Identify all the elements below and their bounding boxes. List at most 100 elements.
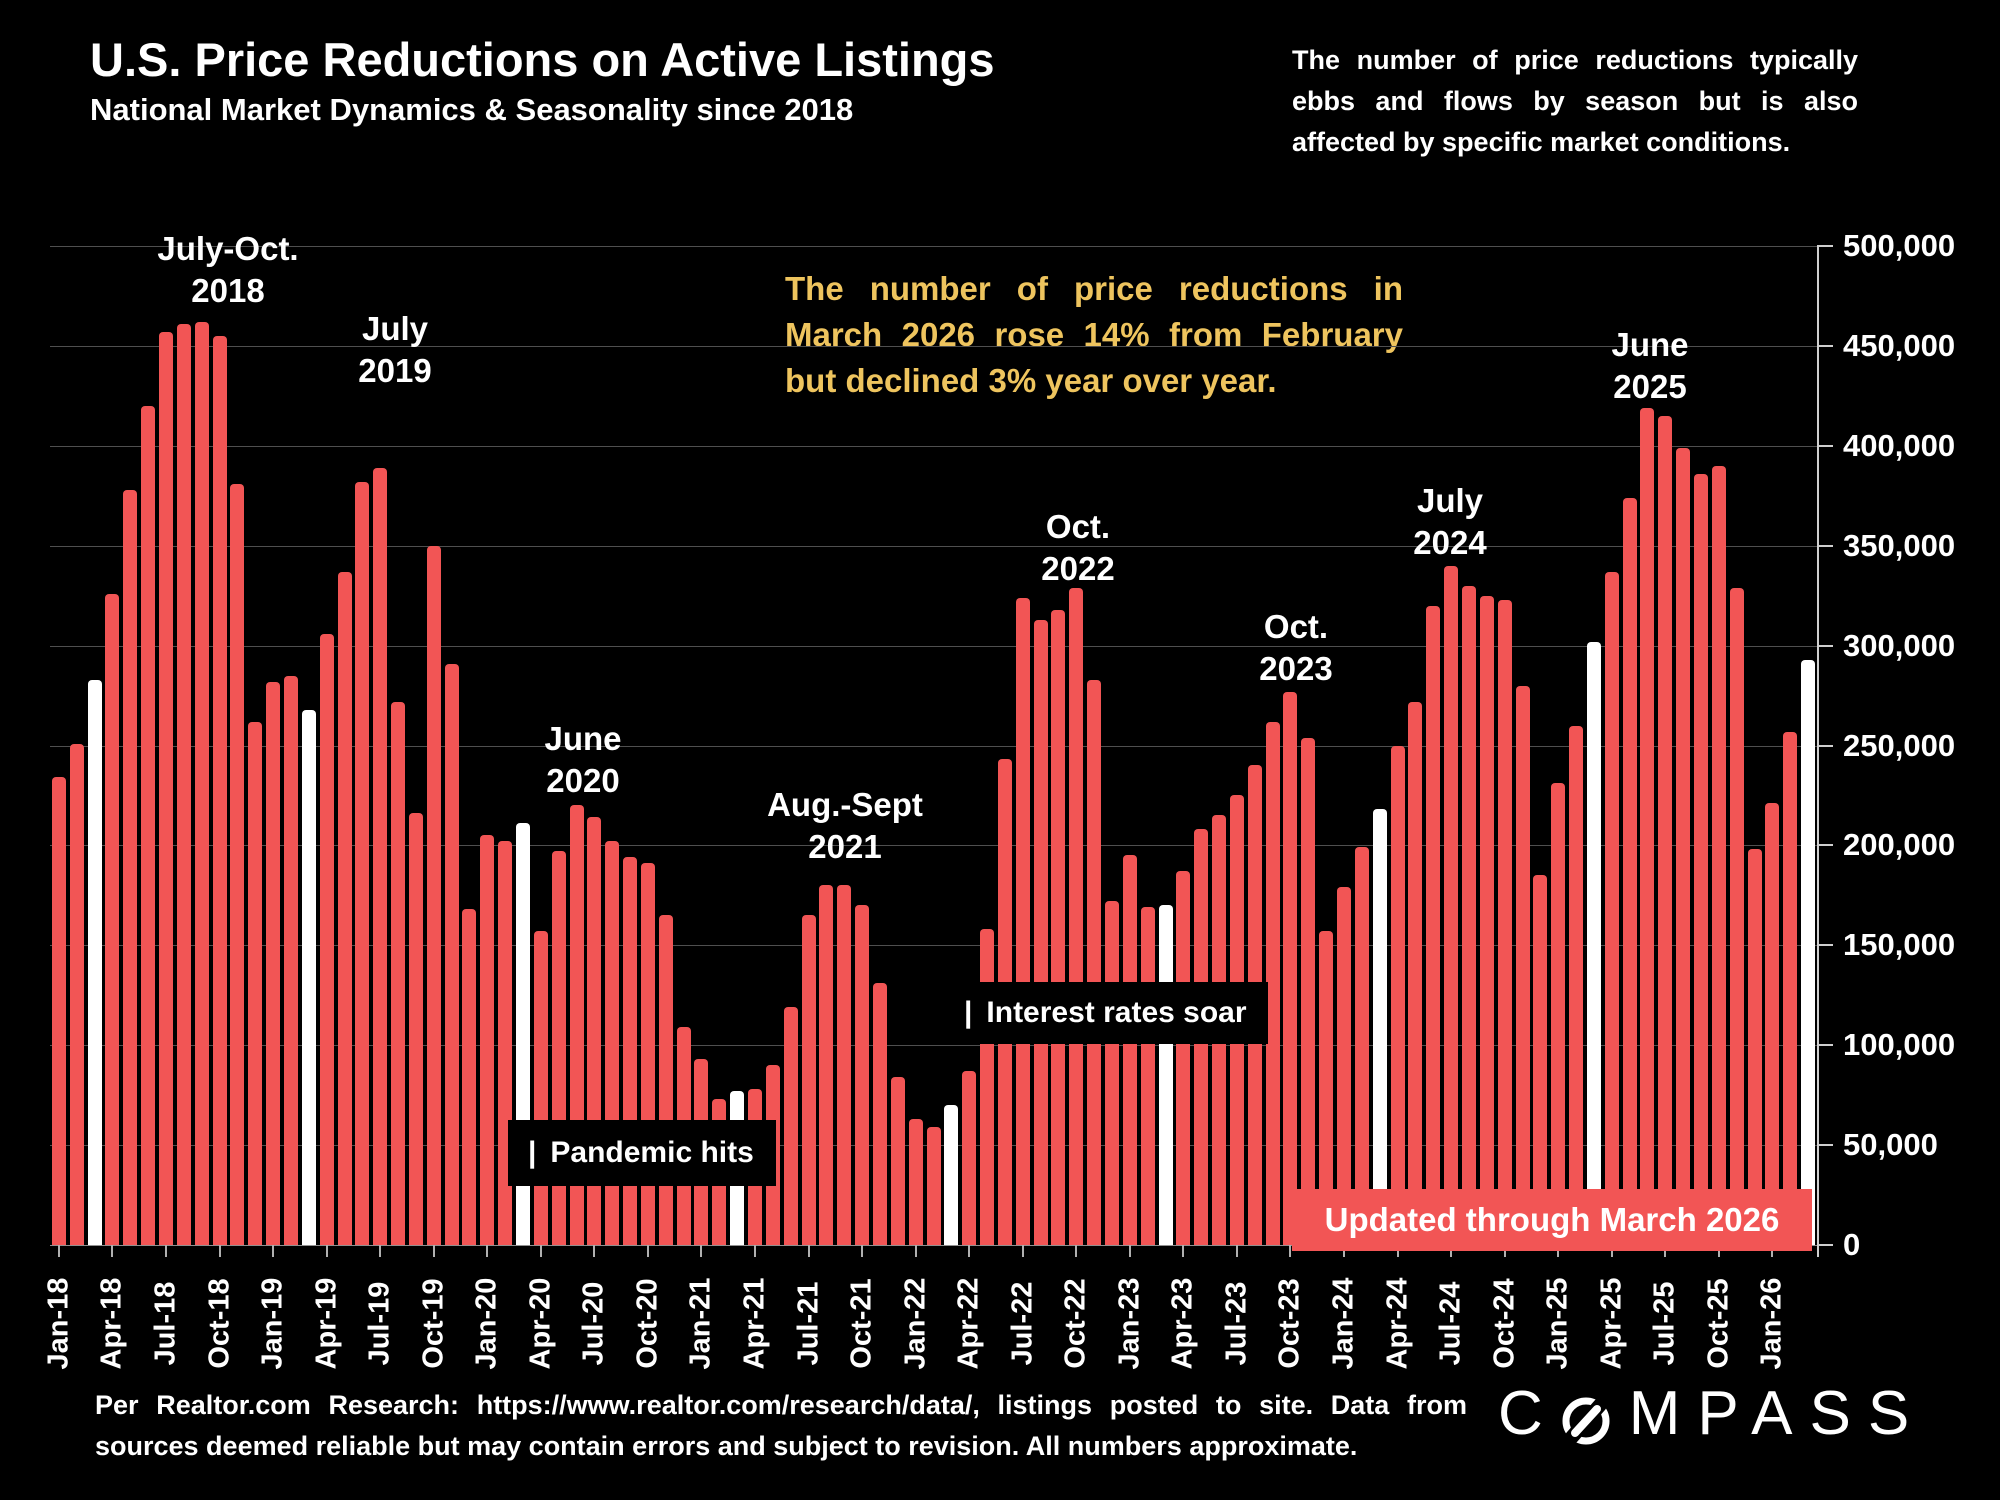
y-axis-tick [1817, 844, 1833, 847]
source-footnote: Per Realtor.com Research: https://www.re… [95, 1385, 1467, 1467]
y-axis-label: 100,000 [1843, 1027, 1956, 1063]
page-subtitle: National Market Dynamics & Seasonality s… [90, 92, 854, 127]
bar-Oct-21 [855, 905, 870, 1245]
x-axis-label-Jul-24: Jul-24 [1434, 1281, 1467, 1366]
bar-Oct-22 [1069, 587, 1084, 1245]
bar-Feb-22 [926, 1127, 941, 1245]
event-label-box: | Pandemic hits [508, 1120, 776, 1186]
x-axis-label-Apr-18: Apr-18 [95, 1277, 128, 1370]
peak-annotation-line: 2025 [1613, 368, 1687, 405]
updated-through-badge: Updated through March 2026 [1292, 1189, 1812, 1251]
bar-Jan-24 [1337, 887, 1351, 1245]
bar-Aug-24 [1461, 585, 1476, 1245]
bar-Jul-21 [801, 915, 816, 1245]
x-axis-label-Apr-22: Apr-22 [952, 1277, 985, 1370]
bar-Dec-24 [1533, 875, 1548, 1245]
peak-annotation-line: 2022 [1041, 550, 1115, 587]
bar-Mar-25 [1586, 641, 1601, 1245]
x-axis-tick [1450, 1245, 1453, 1257]
x-axis-tick [593, 1245, 596, 1257]
event-label-box: | Interest rates soar [944, 982, 1268, 1044]
bar-Apr-23 [1176, 871, 1191, 1245]
event-label: Pandemic hits [550, 1136, 754, 1169]
x-axis-label-Jan-21: Jan-21 [684, 1277, 717, 1370]
y-axis-tick [1817, 744, 1833, 747]
bar-Sep-23 [1265, 721, 1280, 1245]
bar-Nov-20 [658, 915, 673, 1245]
updated-through-label: Updated through March 2026 [1324, 1201, 1780, 1238]
bar-Feb-18 [69, 743, 84, 1245]
bar-May-19 [337, 571, 352, 1245]
x-axis-tick [1343, 1245, 1345, 1257]
x-axis-tick [1771, 1245, 1774, 1257]
bar-May-22 [980, 929, 995, 1245]
event-marker-bar: | [528, 1136, 537, 1169]
peak-annotation: July-Oct. 2018 [157, 228, 298, 312]
x-axis-tick [432, 1245, 435, 1257]
peak-annotation-line: 2020 [546, 762, 620, 799]
bar-Dec-23 [1319, 931, 1334, 1245]
x-axis-tick [914, 1245, 917, 1257]
x-axis-tick [165, 1245, 167, 1257]
x-axis-label-Jan-19: Jan-19 [256, 1277, 289, 1370]
x-axis-label-Jul-25: Jul-25 [1648, 1281, 1681, 1366]
x-axis-label-Apr-20: Apr-20 [524, 1277, 557, 1370]
x-axis-label-Oct-23: Oct-23 [1273, 1278, 1306, 1369]
y-axis-tick [1817, 1244, 1833, 1246]
bar-Apr-19 [319, 633, 334, 1245]
x-axis-label-Apr-23: Apr-23 [1166, 1277, 1199, 1370]
bar-Jan-23 [1122, 855, 1137, 1245]
top-right-note-line: ebbs and flows by season but is also [1292, 86, 1858, 116]
bar-Oct-20 [640, 863, 655, 1245]
y-axis-label: 450,000 [1843, 327, 1956, 363]
x-axis-tick [1021, 1245, 1024, 1257]
bar-Jun-25 [1640, 407, 1655, 1245]
bar-Mar-19 [301, 709, 316, 1245]
y-axis-label: 50,000 [1843, 1127, 1938, 1163]
x-axis-tick [968, 1245, 971, 1257]
x-axis-tick [1557, 1245, 1560, 1257]
compass-logo-letter-c: C [1498, 1379, 1560, 1448]
gridline [50, 246, 1817, 247]
peak-annotation: July 2024 [1413, 480, 1486, 564]
bar-Oct-19 [426, 545, 441, 1245]
bar-Apr-25 [1604, 571, 1619, 1245]
peak-annotation-line: 2021 [808, 828, 882, 865]
x-axis-tick [57, 1245, 60, 1257]
bar-Jul-24 [1444, 565, 1459, 1245]
bar-Mar-26 [1801, 659, 1816, 1245]
peak-annotation-line: 2019 [358, 352, 432, 389]
page-title: U.S. Price Reductions on Active Listings [90, 33, 995, 86]
footnote-line: Per Realtor.com Research: https://www.re… [95, 1390, 1467, 1420]
x-axis-tick [486, 1245, 489, 1257]
bar-Apr-22 [962, 1071, 977, 1245]
footnote-line: sources deemed reliable but may contain … [95, 1431, 1358, 1461]
bar-Aug-19 [391, 701, 406, 1245]
x-axis-tick [1128, 1245, 1131, 1257]
x-axis-label-Jan-23: Jan-23 [1113, 1277, 1146, 1370]
bar-Feb-24 [1354, 847, 1369, 1245]
bar-Nov-24 [1515, 685, 1530, 1245]
peak-annotation-line: June [544, 720, 622, 757]
bar-Aug-22 [1033, 619, 1048, 1245]
bar-Dec-18 [248, 721, 263, 1245]
y-axis-tick [1817, 444, 1833, 447]
bar-Mar-18 [87, 679, 102, 1245]
top-right-note-line: The number of price reductions typically [1292, 45, 1858, 75]
bar-Sep-25 [1693, 473, 1708, 1245]
x-axis-tick [1503, 1245, 1506, 1257]
x-axis-label-Jul-20: Jul-20 [577, 1281, 610, 1366]
peak-annotation-line: July [361, 310, 429, 347]
bar-Sep-19 [408, 813, 423, 1245]
x-axis-label-Oct-22: Oct-22 [1059, 1278, 1092, 1369]
y-axis-label: 200,000 [1843, 827, 1956, 863]
x-axis-label-Apr-24: Apr-24 [1381, 1277, 1414, 1370]
bar-Oct-23 [1283, 691, 1298, 1245]
bar-Dec-21 [890, 1077, 905, 1245]
peak-annotation-line: 2023 [1259, 650, 1333, 687]
x-axis-label-Apr-19: Apr-19 [310, 1277, 343, 1370]
bar-Nov-18 [230, 483, 245, 1245]
peak-annotation-line: Aug.-Sept [767, 786, 923, 823]
bar-Oct-18 [212, 335, 227, 1245]
event-marker-bar: | [964, 996, 973, 1029]
